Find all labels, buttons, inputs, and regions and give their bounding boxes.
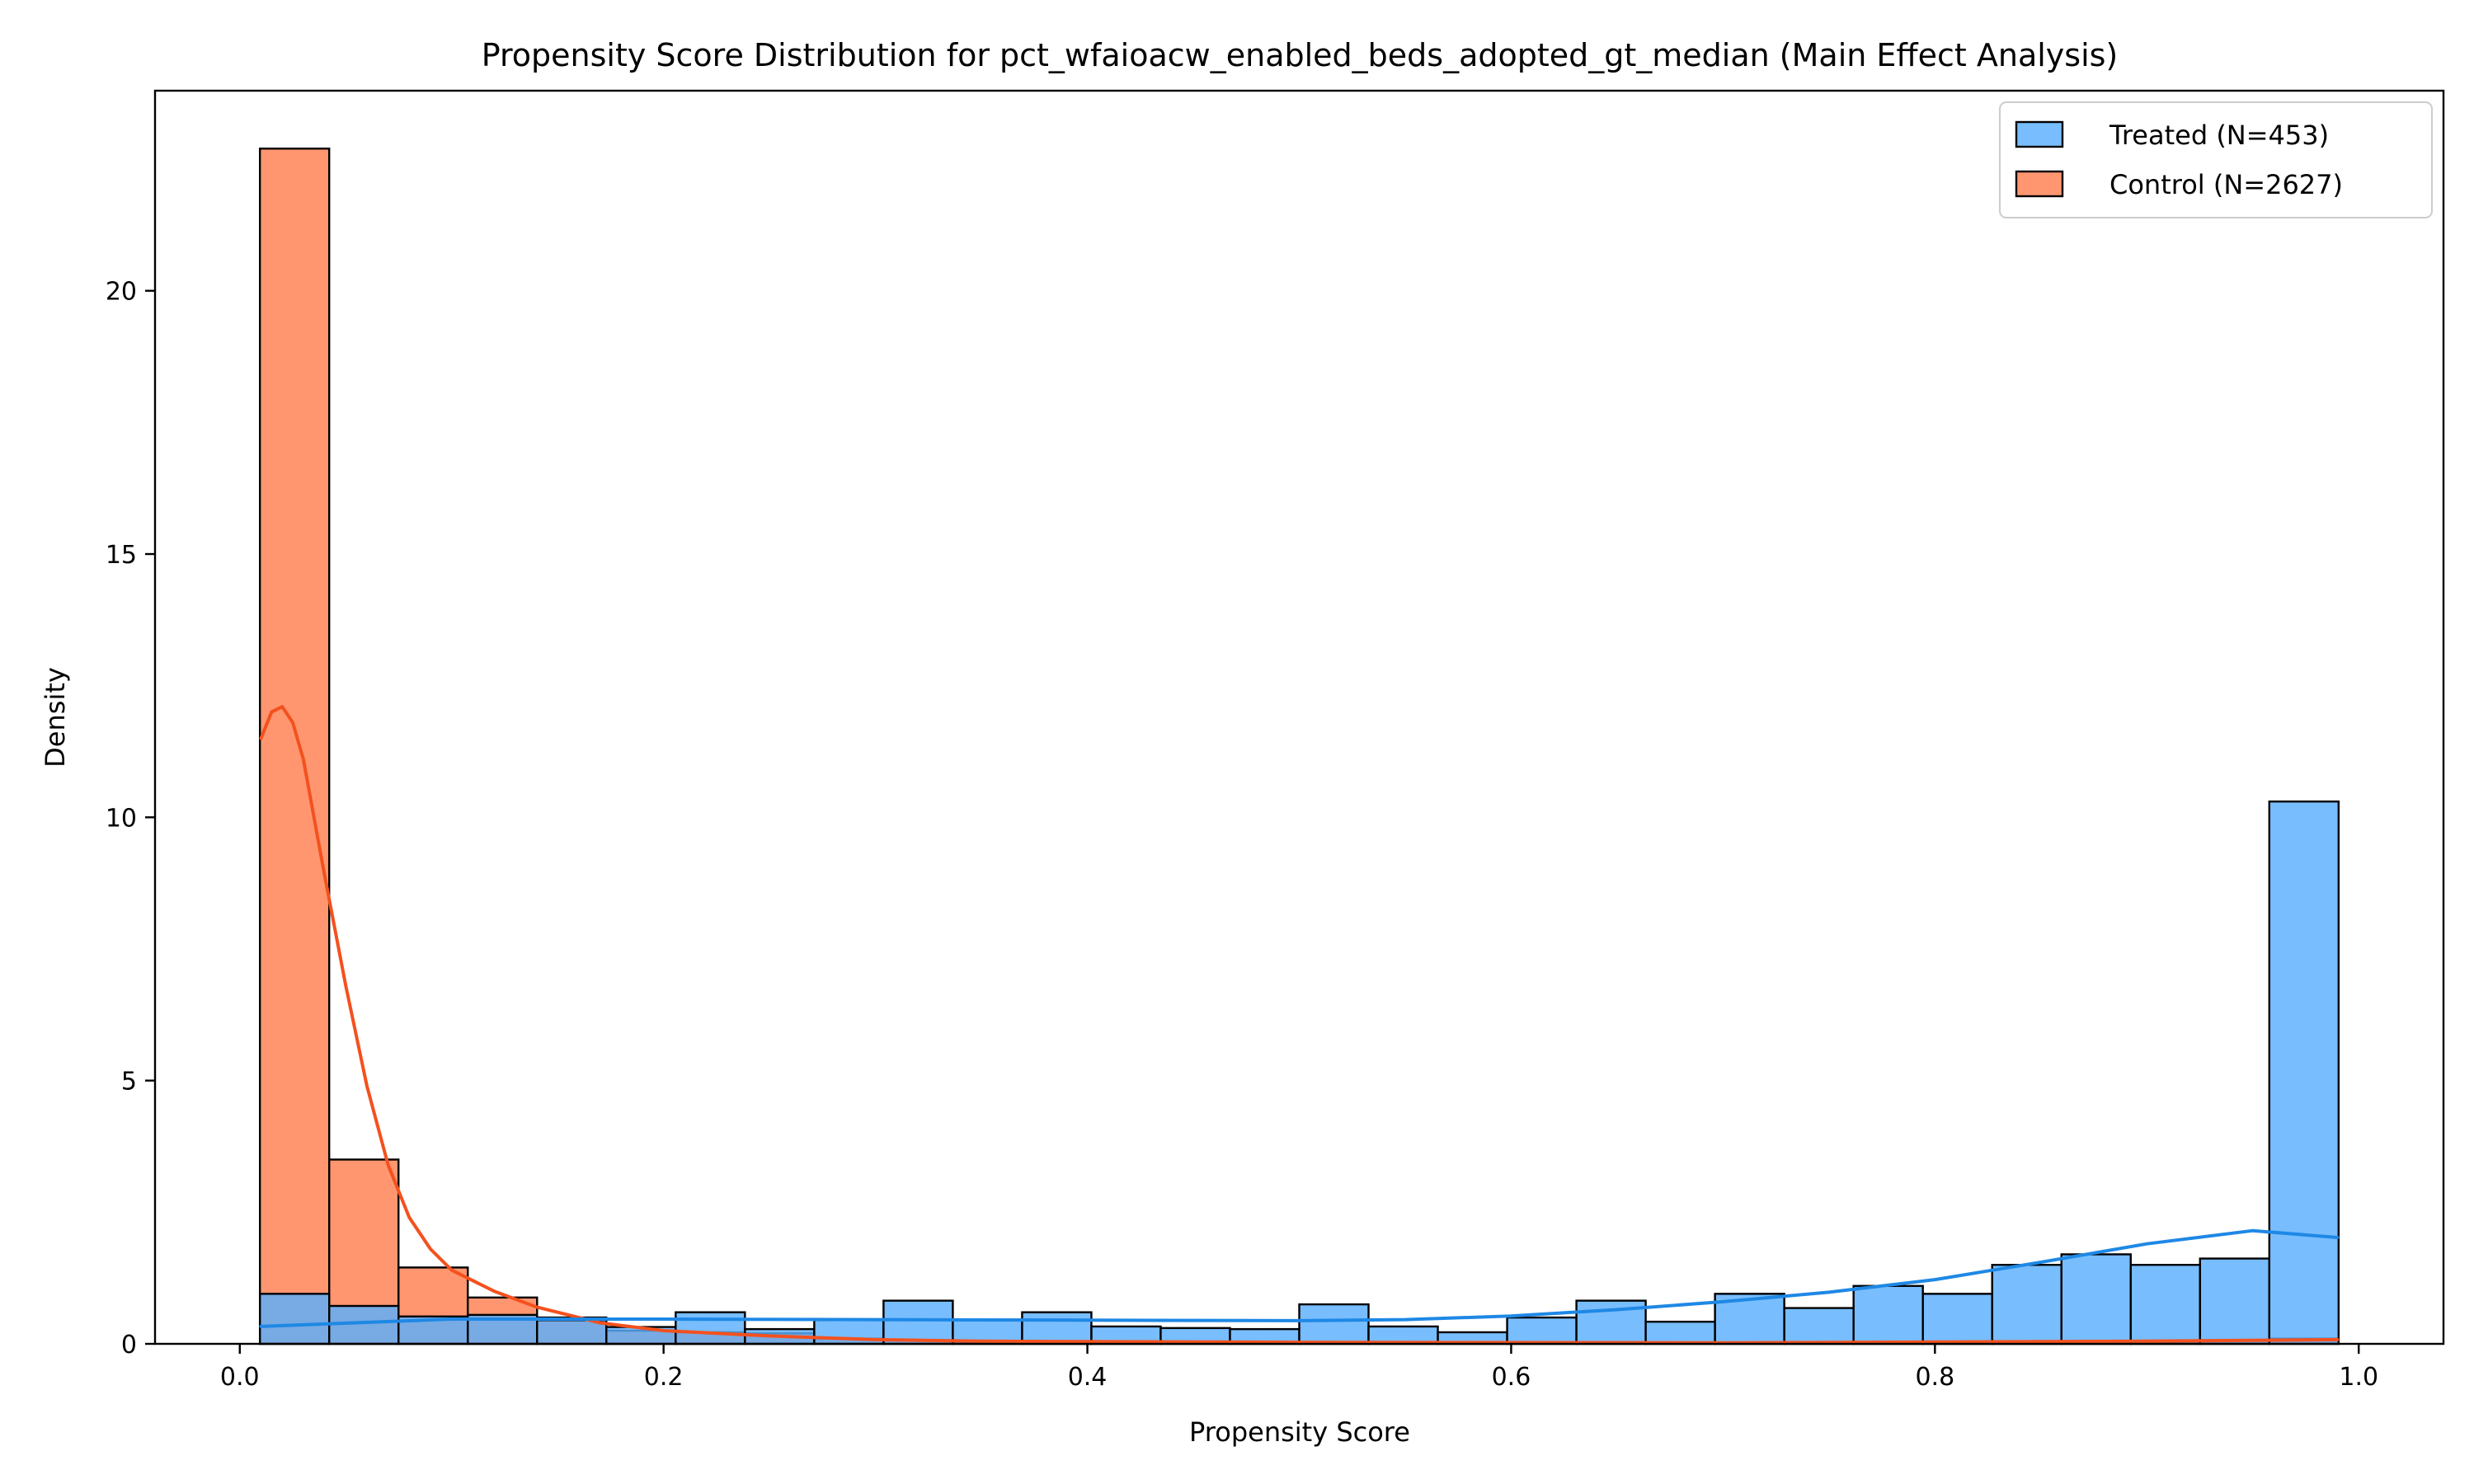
- legend-label-treated: Treated (N=453): [2109, 120, 2329, 151]
- treated-bar-18: [1506, 1316, 1578, 1345]
- y-tick-label: 5: [121, 1068, 137, 1097]
- control-kde-line: [259, 705, 2340, 1345]
- legend-swatch-treated: [2015, 120, 2064, 148]
- treated-bar-4: [536, 1319, 608, 1345]
- legend-frame: [1999, 101, 2433, 218]
- treated-bar-27: [2129, 1264, 2201, 1345]
- treated-bar-9: [882, 1299, 954, 1345]
- x-axis: 0.0 0.2 0.4 0.6 0.8 1.0: [220, 1344, 2378, 1392]
- legend: Treated (N=453) Control (N=2627): [1999, 101, 2433, 218]
- treated-bar-24: [1921, 1293, 1993, 1345]
- treated-bar-15: [1298, 1303, 1370, 1345]
- y-tick-label: 0: [121, 1331, 137, 1360]
- treated-bar-23: [1852, 1284, 1924, 1345]
- y-axis: 0 5 10 15 20: [106, 278, 155, 1360]
- x-tick-label: 0.2: [644, 1363, 684, 1392]
- legend-label-control: Control (N=2627): [2109, 169, 2343, 200]
- treated-bar-19: [1575, 1299, 1647, 1345]
- x-tick-label: 0.6: [1492, 1363, 1531, 1392]
- y-tick-label: 10: [106, 804, 137, 833]
- legend-swatch-control: [2015, 170, 2064, 198]
- control-bar-0: [258, 148, 331, 1345]
- plot-frame: [153, 89, 2445, 1345]
- treated-bar-22: [1783, 1307, 1855, 1345]
- x-tick-label: 0.8: [1915, 1363, 1954, 1392]
- treated-kde-line: [259, 1228, 2340, 1328]
- treated-bar-20: [1644, 1320, 1716, 1345]
- treated-bar-0: [258, 1293, 331, 1345]
- treated-bar-28: [2199, 1257, 2270, 1345]
- y-tick-label: 20: [106, 278, 137, 307]
- x-tick-label: 0.4: [1068, 1363, 1108, 1392]
- treated-bar-25: [1991, 1264, 2062, 1345]
- x-tick-label: 0.0: [220, 1363, 260, 1392]
- chart-title: Propensity Score Distribution for pct_wf…: [482, 37, 2119, 73]
- x-tick-label: 1.0: [2339, 1363, 2378, 1392]
- treated-bar-29: [2268, 800, 2340, 1345]
- treated-bar-26: [2060, 1253, 2132, 1345]
- y-tick-label: 15: [106, 541, 137, 570]
- x-axis-title: Propensity Score: [1189, 1416, 1410, 1448]
- treated-bar-6: [675, 1311, 746, 1345]
- treated-bar-11: [1021, 1311, 1093, 1345]
- y-axis-title: Density: [40, 667, 71, 768]
- kde-lines-group: [259, 705, 2340, 1345]
